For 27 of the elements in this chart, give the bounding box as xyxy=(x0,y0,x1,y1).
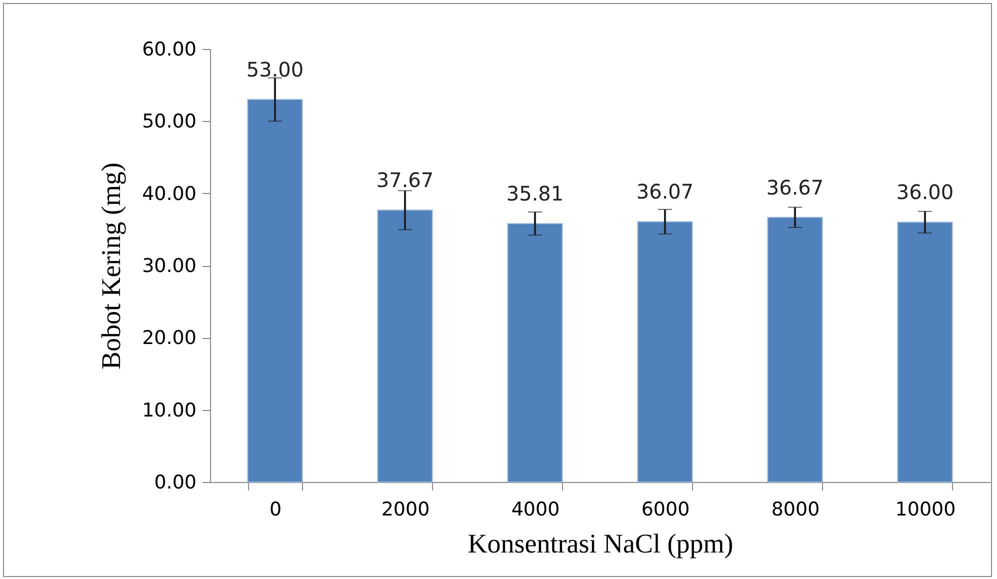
y-tick-label: 30.00 xyxy=(142,255,196,277)
x-tick-label: 8000 xyxy=(771,498,820,520)
y-tick-label: 20.00 xyxy=(142,327,196,350)
data-label: 36.00 xyxy=(896,180,954,204)
y-tick-label: 50.00 xyxy=(142,110,196,133)
data-label: 35.81 xyxy=(506,182,564,206)
bar xyxy=(897,222,953,482)
x-axis-title: Konsentrasi NaCl (ppm) xyxy=(468,528,734,558)
y-tick-label: 10.00 xyxy=(142,399,196,422)
bar xyxy=(247,99,303,482)
y-axis-title: Bobot Kering (mg) xyxy=(96,162,126,370)
x-tick-label: 4000 xyxy=(511,498,560,520)
data-label: 36.07 xyxy=(636,180,694,204)
bar xyxy=(507,223,563,482)
y-tick-label: 0.00 xyxy=(154,472,196,494)
bar xyxy=(637,221,693,482)
data-label: 36.67 xyxy=(766,175,824,200)
x-tick-label: 10000 xyxy=(895,498,956,520)
bar xyxy=(377,210,433,482)
x-tick-label: 0 xyxy=(269,498,282,520)
x-tick-label: 6000 xyxy=(641,498,690,520)
data-label: 53.00 xyxy=(246,58,304,82)
y-tick-label: 60.00 xyxy=(142,38,196,60)
bar xyxy=(767,216,823,482)
x-tick-label: 2000 xyxy=(381,498,430,520)
data-label: 37.67 xyxy=(376,168,434,192)
y-tick-label: 40.00 xyxy=(142,182,196,205)
